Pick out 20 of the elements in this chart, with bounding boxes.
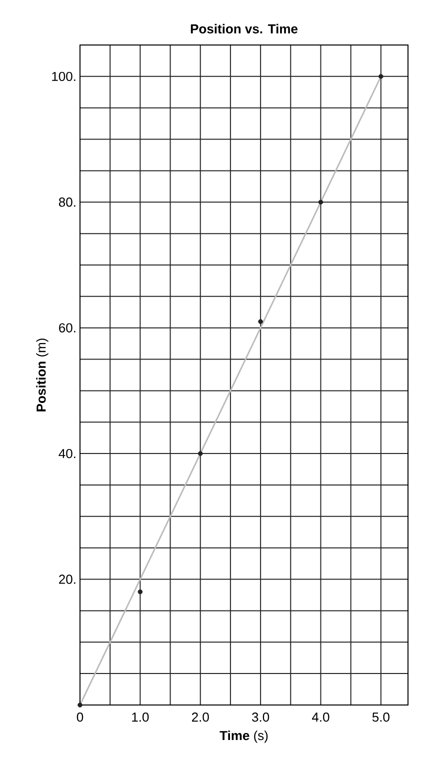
- chart-title: Position vs. Time: [190, 24, 298, 34]
- x-tick-label: 2.0: [192, 712, 209, 722]
- y-tick-label: 80.: [58, 198, 76, 207]
- y-tick-label: 40.: [58, 448, 76, 458]
- x-tick-label: 4.0: [312, 712, 330, 722]
- x-tick-label: 1.0: [132, 712, 149, 722]
- x-tick-label: 0: [76, 712, 84, 722]
- point: [318, 200, 324, 205]
- x-axis-title: Time (s): [220, 730, 268, 743]
- point: [138, 589, 143, 594]
- point: [378, 74, 384, 79]
- point: [78, 702, 82, 708]
- point: [258, 319, 263, 324]
- y-tick-label: 100.: [52, 72, 76, 82]
- x-tick-label: 3.0: [252, 712, 270, 722]
- y-axis-title: Position (m): [36, 338, 48, 412]
- y-tick-label: 20.: [59, 574, 76, 584]
- x-tick-label: 5.0: [372, 712, 390, 722]
- point: [198, 451, 203, 456]
- y-tick-label: 60.: [59, 323, 76, 332]
